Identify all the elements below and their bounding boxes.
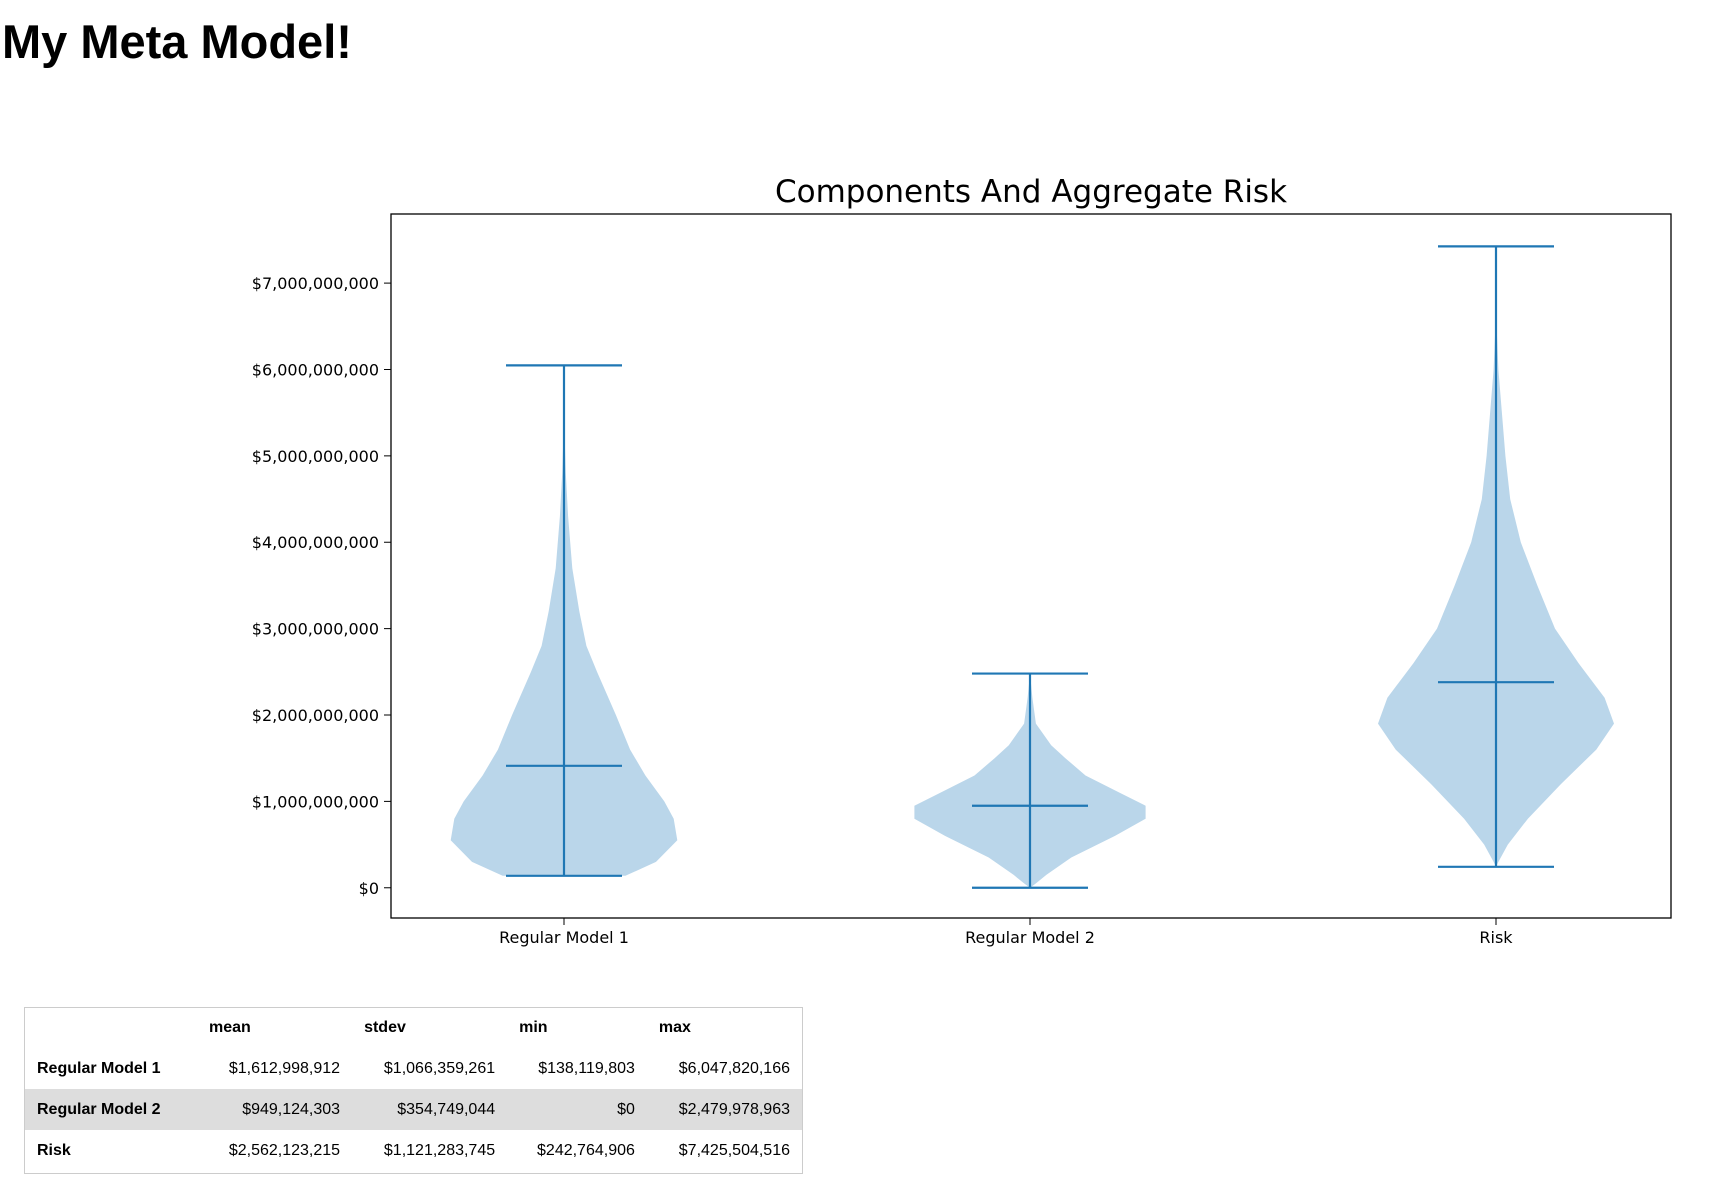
chart-title: Components And Aggregate Risk — [775, 174, 1287, 210]
cell-min: $0 — [617, 1100, 635, 1118]
cell-mean: $2,562,123,215 — [228, 1141, 341, 1159]
row-label: Regular Model 2 — [37, 1100, 161, 1118]
y-tick-label: $0 — [359, 879, 379, 898]
row-label: Regular Model 1 — [37, 1059, 161, 1077]
cell-mean: $949,124,303 — [242, 1100, 341, 1118]
column-header-max: max — [658, 1019, 691, 1036]
table-row: Regular Model 2 $949,124,303 $354,749,04… — [25, 1089, 802, 1130]
table-row: Risk $2,562,123,215 $1,121,283,745 $242,… — [25, 1130, 802, 1171]
cell-min: $242,764,906 — [537, 1141, 635, 1159]
y-tick-label: $5,000,000,000 — [252, 447, 379, 466]
column-header-stdev: stdev — [364, 1019, 406, 1036]
y-tick-label: $4,000,000,000 — [252, 533, 379, 552]
column-header-min: min — [519, 1019, 548, 1036]
y-tick-label: $6,000,000,000 — [252, 360, 379, 379]
cell-mean: $1,612,998,912 — [228, 1059, 341, 1077]
x-tick-label: Regular Model 1 — [499, 928, 629, 947]
cell-min: $138,119,803 — [538, 1059, 635, 1077]
row-label: Risk — [37, 1141, 71, 1159]
cell-stdev: $1,121,283,745 — [383, 1141, 496, 1159]
y-tick-label: $7,000,000,000 — [252, 274, 379, 293]
page-title: My Meta Model! — [2, 15, 352, 68]
stats-table: mean stdev min max Regular Model 1 $1,61… — [25, 1008, 802, 1171]
table-row: Regular Model 1 $1,612,998,912 $1,066,35… — [25, 1048, 802, 1089]
y-tick-label: $2,000,000,000 — [252, 706, 379, 725]
plot-frame — [390, 213, 1672, 919]
cell-max: $6,047,820,166 — [678, 1059, 790, 1077]
cell-max: $7,425,504,516 — [678, 1141, 790, 1159]
column-header-mean: mean — [209, 1019, 251, 1036]
cell-stdev: $1,066,359,261 — [383, 1059, 496, 1077]
stats-table-corner — [25, 1008, 197, 1048]
y-tick-label: $3,000,000,000 — [252, 620, 379, 639]
violin-chart: Components And Aggregate Risk $0 $1,000,0… — [252, 174, 1672, 947]
stats-table-header-row: mean stdev min max — [25, 1008, 802, 1048]
y-tick-label: $1,000,000,000 — [252, 792, 379, 811]
x-tick-label: Regular Model 2 — [965, 928, 1095, 947]
cell-stdev: $354,749,044 — [397, 1100, 496, 1118]
x-tick-label: Risk — [1479, 928, 1513, 947]
cell-max: $2,479,978,963 — [678, 1100, 790, 1118]
stats-table-container: mean stdev min max Regular Model 1 $1,61… — [24, 1007, 803, 1174]
